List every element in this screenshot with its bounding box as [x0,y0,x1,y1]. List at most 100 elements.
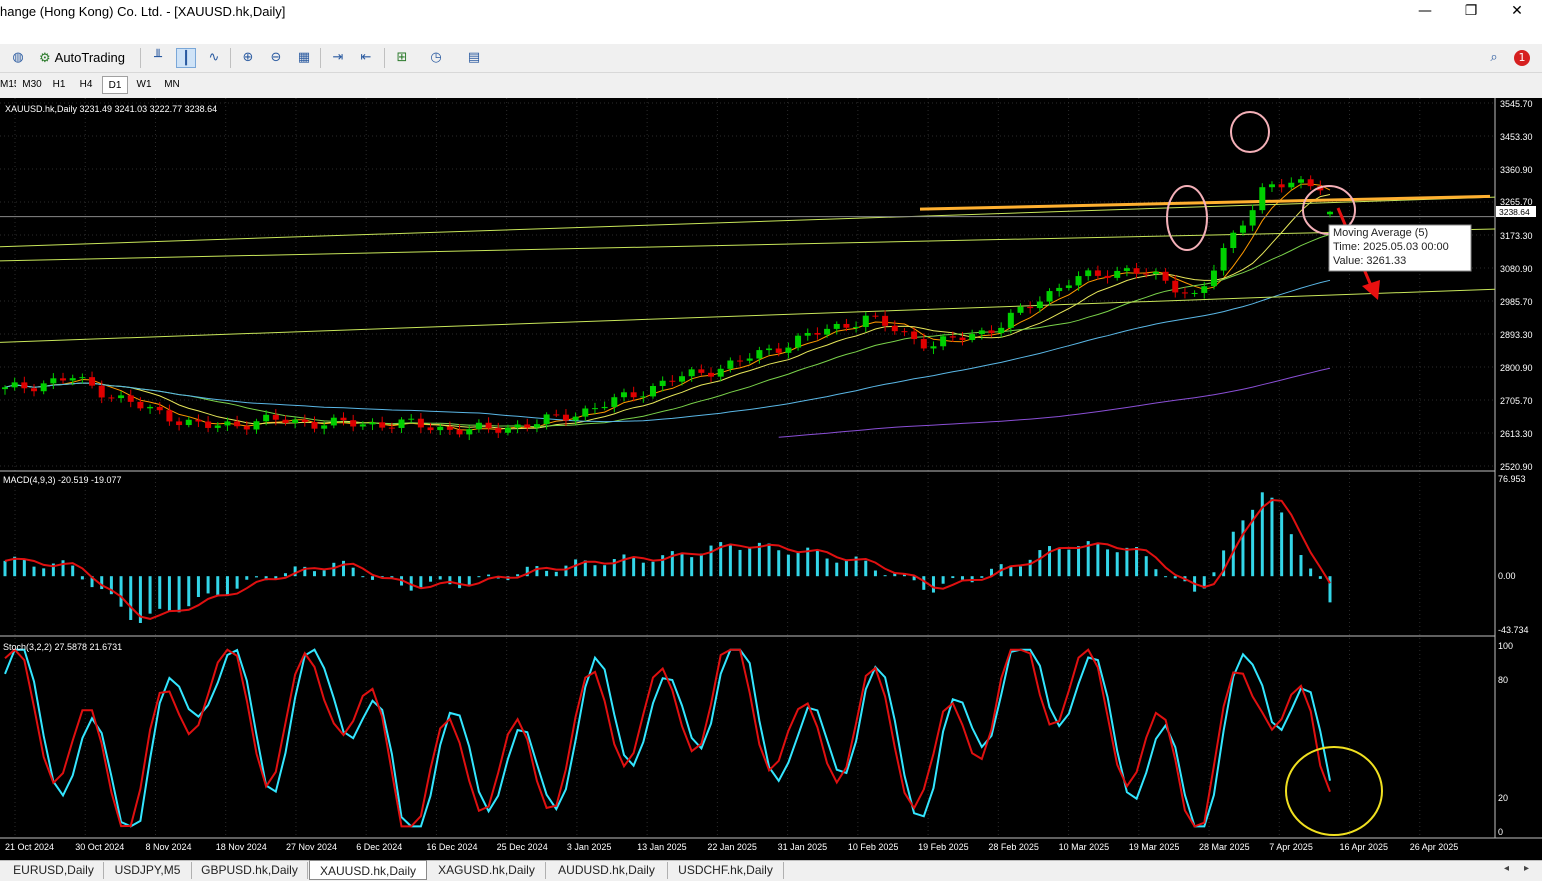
macd-bar [109,576,113,595]
candle-body [408,418,415,420]
candle-body [156,406,163,411]
tf-m30[interactable]: M30 [22,79,42,90]
candle-body [243,426,250,430]
indicators-icon[interactable]: ⊞ [396,50,408,65]
date-tick: 13 Jan 2025 [637,842,687,852]
candle-body [1297,179,1304,183]
templates-icon[interactable]: ▤ [467,50,481,65]
zoom-out-icon[interactable]: ⊖ [270,50,282,65]
tab-usdchf[interactable]: USDCHF.hk,Daily [668,862,784,879]
candle-body [69,378,76,381]
macd-tick: 76.953 [1498,474,1526,484]
candle-body [688,369,695,377]
macd-signal-line [4,498,1331,620]
tf-mn[interactable]: MN [164,79,180,90]
toolbar-separator [320,48,321,68]
periods-icon[interactable]: ◷ [430,50,442,65]
candle-body [147,406,154,409]
tab-xauusd[interactable]: XAUUSD.hk,Daily [309,860,427,880]
macd-bar [283,573,287,577]
tf-w1[interactable]: W1 [136,79,152,90]
candle-body [1327,211,1333,215]
macd-bar [225,576,229,597]
macd-bar [757,542,761,577]
candle-body [31,388,38,392]
tab-audusd[interactable]: AUDUSD.hk,Daily [546,862,668,879]
macd-bar [545,570,549,577]
macd-bar [380,576,384,578]
macd-bar [312,571,316,577]
macd-bar [158,576,162,609]
macd-bar [535,566,539,577]
candle-body [1191,292,1198,294]
bar-chart-icon[interactable]: ╨ [154,50,162,65]
macd-bar [235,576,239,589]
candle-body [679,376,686,382]
tab-scroll-left-icon[interactable]: ◂ [1504,863,1510,874]
macd-bar [661,555,665,577]
tab-eurusd[interactable]: EURUSD,Daily [4,862,104,879]
tab-gbpusd[interactable]: GBPUSD.hk,Daily [192,862,308,879]
candle-body [911,331,918,340]
candle-body [350,420,357,427]
price-tick: 3265.70 [1500,197,1533,207]
autotrading-button[interactable]: ⚙ AutoTrading [34,47,130,71]
chart-window[interactable]: XAUUSD.hk,Daily 3231.49 3241.03 3222.77 … [0,98,1542,860]
macd-bar [1309,568,1313,577]
candle-body [1114,270,1121,278]
candle-body [1065,285,1072,288]
price-tick: 3453.30 [1500,132,1533,142]
price-tick: 2705.70 [1500,396,1533,406]
date-tick: 31 Jan 2025 [778,842,828,852]
maximize-button[interactable]: ❐ [1464,3,1478,19]
macd-bar [1299,555,1303,577]
macd-bar [1077,546,1081,577]
candle-body [40,383,47,392]
minimize-button[interactable]: — [1418,3,1432,19]
tf-h4[interactable]: H4 [79,79,93,90]
tf-h1[interactable]: H1 [52,79,66,90]
candle-body [340,417,347,421]
macd-bar [1057,548,1061,577]
candle-body [669,380,676,382]
chart-shift-icon[interactable]: ⇥ [332,50,344,65]
autoscroll-icon[interactable]: ⇤ [360,50,372,65]
close-button[interactable]: ✕ [1511,3,1523,19]
candle-body [437,426,444,431]
candle-body [1201,286,1208,293]
macd-label: MACD(4,9,3) -20.519 -19.077 [3,475,122,485]
toolbar-separator [384,48,385,68]
macd-bar [574,559,578,577]
tab-usdjpy[interactable]: USDJPY,M5 [104,862,192,879]
zoom-in-icon[interactable]: ⊕ [242,50,254,65]
candle-body [562,414,569,421]
macd-bar [361,576,365,578]
tf-d1[interactable]: D1 [102,76,128,94]
candle-body [417,418,424,428]
macd-bar [603,565,607,577]
tile-windows-icon[interactable]: ▦ [297,50,311,65]
channel-line [0,196,1496,248]
tab-xagusd[interactable]: XAGUSD.hk,Daily [428,862,546,879]
candle-body [504,427,511,433]
search-icon[interactable]: ⌕ [1490,50,1498,65]
line-chart-icon[interactable]: ∿ [208,50,220,65]
toolbar [0,44,1542,73]
candle-body [253,421,260,430]
connection-icon[interactable]: ◍ [12,50,24,65]
notifications-icon[interactable]: 1 [1514,50,1530,66]
macd-bar [1318,576,1322,579]
candle-body [446,426,453,430]
macd-bar [71,565,75,577]
tab-scroll-right-icon[interactable]: ▸ [1524,863,1530,874]
candle-body [330,417,337,426]
stoch-label: Stoch(3,2,2) 27.5878 21.6731 [3,642,122,652]
candle-body [804,333,811,336]
candle-body [824,328,831,335]
tf-m15[interactable]: M15 [0,79,16,90]
candlestick-icon[interactable]: ┃ [176,48,196,68]
chart-canvas[interactable]: XAUUSD.hk,Daily 3231.49 3241.03 3222.77 … [0,98,1542,860]
macd-bar [1222,550,1226,577]
toolbar-separator [230,48,231,68]
macd-bar [748,547,752,577]
